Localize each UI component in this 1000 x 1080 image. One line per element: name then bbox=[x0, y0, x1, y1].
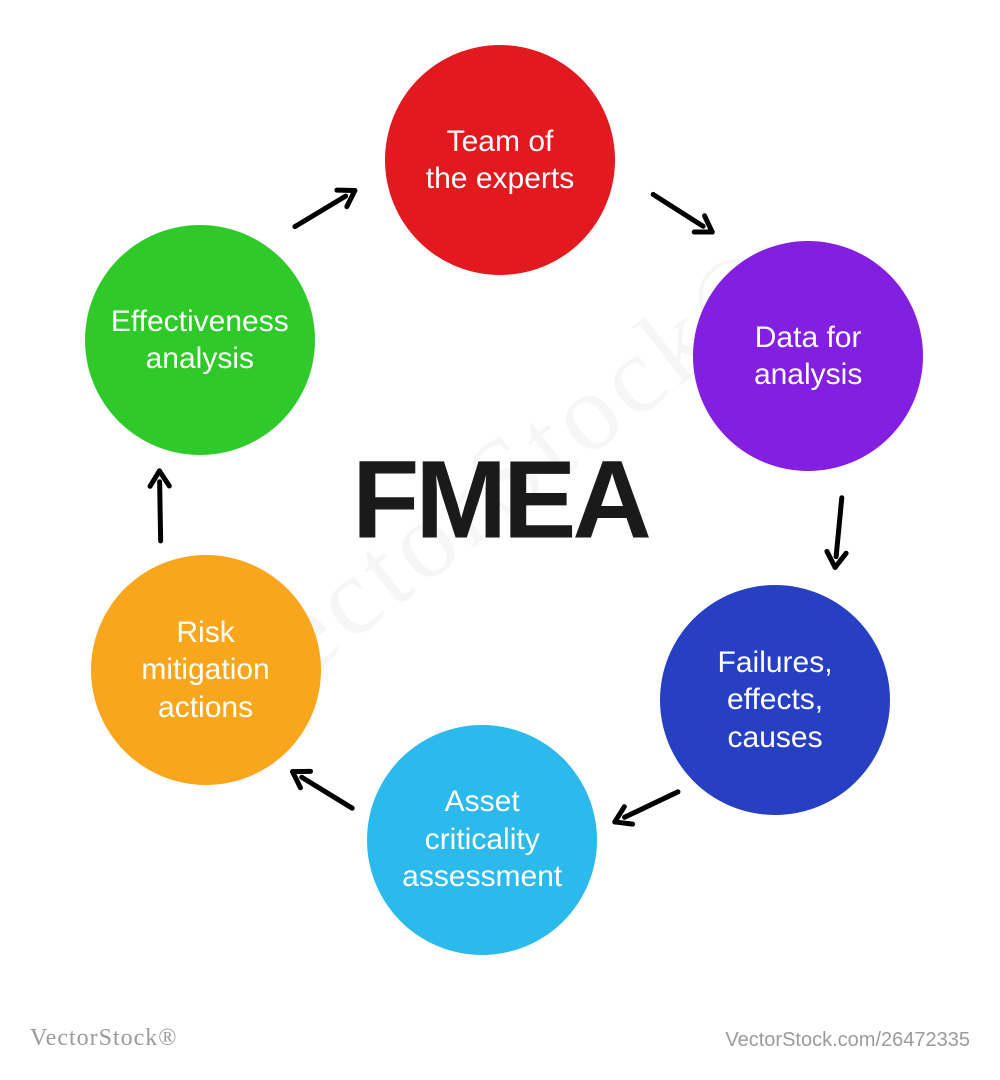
cycle-node-5: Effectivenessanalysis bbox=[85, 225, 315, 455]
fmea-cycle-diagram: VectorStock® FMEA Team ofthe expertsData… bbox=[0, 0, 1000, 1000]
cycle-node-3: Assetcriticalityassessment bbox=[367, 725, 597, 955]
cycle-node-4: Riskmitigationactions bbox=[91, 555, 321, 785]
watermark-brand: VectorStock® bbox=[30, 1025, 178, 1052]
watermark-id: VectorStock.com/26472335 bbox=[725, 1029, 970, 1052]
cycle-node-1: Data foranalysis bbox=[693, 241, 923, 471]
cycle-node-2: Failures,effects,causes bbox=[660, 585, 890, 815]
diagram-center-title: FMEA bbox=[352, 437, 648, 564]
cycle-node-0: Team ofthe experts bbox=[385, 45, 615, 275]
